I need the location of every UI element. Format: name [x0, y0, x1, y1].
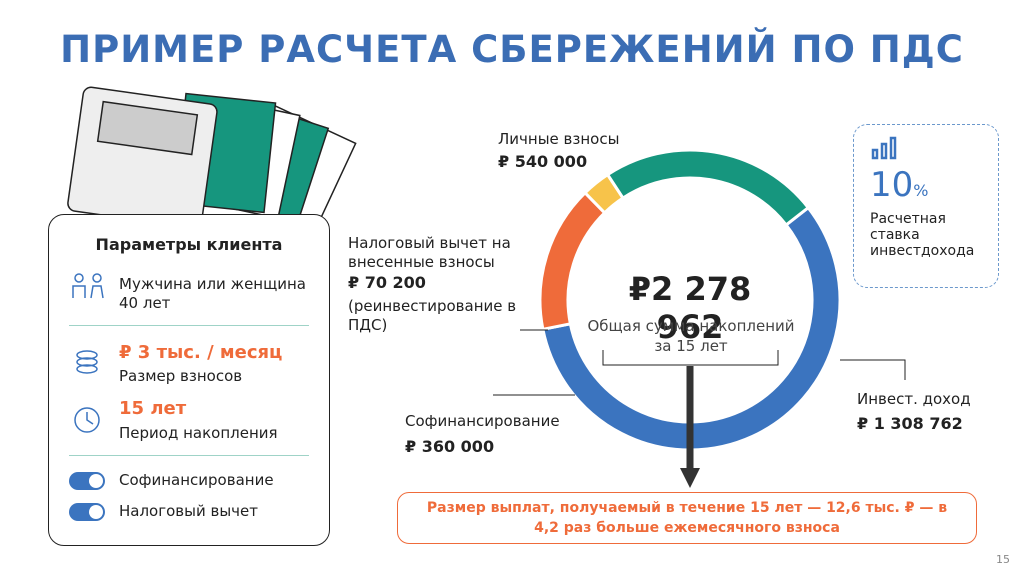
note: Размер выплат, получаемый в течение 15 л…	[397, 492, 977, 544]
separator	[69, 455, 309, 456]
rate-value: 10%	[870, 165, 928, 205]
toggle[interactable]	[69, 472, 105, 490]
segment-annotation: (реинвестирование в ПДС)	[348, 297, 517, 334]
segment-label: Инвест. доход	[857, 390, 971, 408]
donut-chart	[538, 148, 842, 452]
separator	[69, 325, 309, 326]
calculator-illustration	[67, 86, 357, 231]
client-card: Параметры клиента Мужчина или женщина 40…	[48, 214, 330, 546]
period-value: 15 лет	[119, 398, 187, 419]
rate-box: 10% Расчетная ставка инвестдохода	[853, 124, 999, 288]
segment-value: ₽ 1 308 762	[857, 414, 963, 433]
donut-segment	[605, 148, 811, 227]
toggle-label: Налоговый вычет	[119, 502, 259, 520]
card-heading: Параметры клиента	[95, 235, 283, 254]
toggle[interactable]	[69, 503, 105, 521]
contribution-caption: Размер взносов	[119, 367, 243, 385]
segment-value: ₽ 540 000	[498, 152, 588, 171]
client-text: Мужчина или женщина 40 лет	[119, 275, 306, 312]
rate-number: 10	[870, 165, 914, 205]
segment-label: Софинансирование	[405, 412, 560, 430]
rate-unit: %	[913, 181, 929, 200]
rate-caption: Расчетная ставка инвестдохода	[870, 211, 975, 259]
card-icons	[72, 273, 104, 433]
center-value: ₽2 278 962	[628, 270, 752, 346]
title: ПРИМЕР РАСЧЕТА СБЕРЕЖЕНИЙ ПО ПДС	[60, 28, 964, 71]
contribution-value: ₽ 3 тыс. / месяц	[119, 342, 283, 363]
toggle-label: Софинансирование	[119, 471, 274, 489]
center-caption: Общая сумма накоплений за 15 лет	[587, 317, 795, 355]
segment-label: Личные взносы	[498, 130, 620, 148]
donut-segment	[541, 205, 842, 452]
page-number: 15	[996, 553, 1010, 566]
period-caption: Период накопления	[119, 424, 278, 442]
segment-label: Налоговый вычет на внесенные взносы	[348, 234, 511, 271]
leaders	[493, 329, 906, 396]
segment-value: ₽ 360 000	[405, 437, 495, 456]
rate-icon	[871, 136, 897, 160]
segment-value: ₽ 70 200	[348, 273, 426, 292]
arrow-head	[680, 468, 700, 488]
